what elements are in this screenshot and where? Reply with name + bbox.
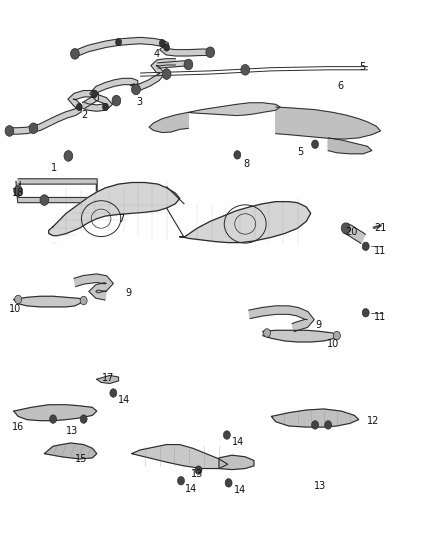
Text: 15: 15 xyxy=(75,454,87,464)
Circle shape xyxy=(195,466,202,474)
Circle shape xyxy=(80,415,87,423)
Circle shape xyxy=(223,431,230,439)
Text: 8: 8 xyxy=(243,159,249,169)
Polygon shape xyxy=(131,59,175,92)
Polygon shape xyxy=(344,223,365,244)
Circle shape xyxy=(163,44,170,51)
Circle shape xyxy=(76,103,82,111)
Polygon shape xyxy=(97,375,119,383)
Text: 11: 11 xyxy=(374,312,386,322)
Text: 14: 14 xyxy=(234,485,247,495)
Circle shape xyxy=(71,49,79,59)
Circle shape xyxy=(110,389,117,397)
Polygon shape xyxy=(132,445,228,469)
Circle shape xyxy=(29,123,38,134)
Circle shape xyxy=(159,39,165,47)
Text: 14: 14 xyxy=(232,437,244,447)
Text: 1: 1 xyxy=(51,163,57,173)
Text: 13: 13 xyxy=(191,469,203,479)
Text: 18: 18 xyxy=(12,188,24,198)
Polygon shape xyxy=(31,91,99,133)
Circle shape xyxy=(5,126,14,136)
Polygon shape xyxy=(44,443,97,459)
Text: 5: 5 xyxy=(359,62,365,72)
Text: 12: 12 xyxy=(367,416,380,426)
Text: 10: 10 xyxy=(327,338,339,349)
Text: 6: 6 xyxy=(337,81,343,91)
Polygon shape xyxy=(49,182,180,236)
Circle shape xyxy=(234,151,241,159)
Polygon shape xyxy=(83,78,138,111)
Text: 20: 20 xyxy=(346,227,358,237)
Text: 9: 9 xyxy=(125,288,131,298)
Text: 17: 17 xyxy=(102,373,114,383)
Text: 16: 16 xyxy=(12,422,24,432)
Polygon shape xyxy=(272,409,359,427)
Text: 11: 11 xyxy=(374,246,386,255)
Polygon shape xyxy=(180,201,311,243)
Polygon shape xyxy=(14,296,84,307)
Polygon shape xyxy=(74,274,113,300)
Circle shape xyxy=(362,242,369,251)
Circle shape xyxy=(333,332,340,340)
Circle shape xyxy=(40,195,49,205)
Polygon shape xyxy=(74,37,210,57)
Text: 5: 5 xyxy=(297,147,304,157)
Circle shape xyxy=(116,38,122,46)
Circle shape xyxy=(241,64,250,75)
Text: 10: 10 xyxy=(10,304,21,314)
Polygon shape xyxy=(149,112,188,133)
Circle shape xyxy=(311,140,318,149)
Text: 14: 14 xyxy=(185,484,198,494)
Text: 13: 13 xyxy=(66,426,78,437)
Text: 14: 14 xyxy=(118,395,130,406)
Text: 7: 7 xyxy=(119,214,125,224)
Circle shape xyxy=(177,477,184,485)
Circle shape xyxy=(132,84,141,95)
Text: 13: 13 xyxy=(314,481,326,490)
Polygon shape xyxy=(14,405,97,421)
Circle shape xyxy=(325,421,332,429)
Text: 4: 4 xyxy=(153,49,159,59)
Circle shape xyxy=(64,151,73,161)
Polygon shape xyxy=(263,330,337,342)
Polygon shape xyxy=(249,306,314,332)
Circle shape xyxy=(162,69,171,79)
Circle shape xyxy=(102,103,109,111)
Circle shape xyxy=(264,329,271,337)
Circle shape xyxy=(341,223,350,233)
Circle shape xyxy=(14,185,22,196)
Circle shape xyxy=(362,309,369,317)
Circle shape xyxy=(311,421,318,429)
Polygon shape xyxy=(276,107,381,139)
Circle shape xyxy=(14,295,21,304)
Circle shape xyxy=(184,59,193,70)
Polygon shape xyxy=(219,455,254,470)
Circle shape xyxy=(112,95,121,106)
Polygon shape xyxy=(10,126,32,134)
Circle shape xyxy=(225,479,232,487)
Polygon shape xyxy=(16,179,97,203)
Circle shape xyxy=(92,90,98,98)
Text: 9: 9 xyxy=(315,320,321,330)
Polygon shape xyxy=(158,61,189,68)
Circle shape xyxy=(206,47,215,58)
Polygon shape xyxy=(188,103,280,116)
Circle shape xyxy=(80,296,87,305)
Text: 21: 21 xyxy=(374,223,386,233)
Polygon shape xyxy=(328,138,372,154)
Text: 3: 3 xyxy=(136,96,142,107)
Text: 2: 2 xyxy=(81,110,88,120)
Circle shape xyxy=(49,415,57,423)
